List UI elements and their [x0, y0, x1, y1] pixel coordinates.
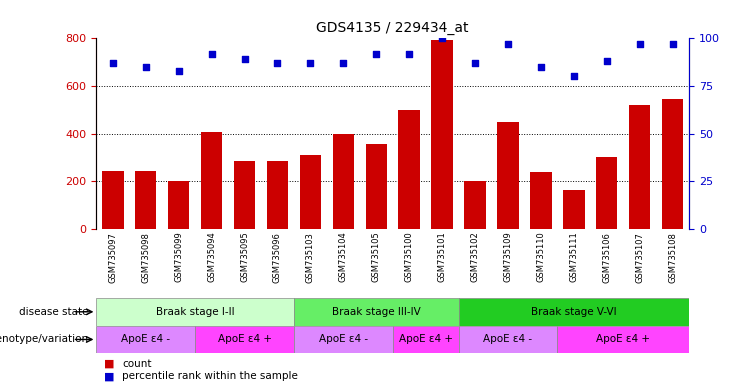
- Bar: [431, 40, 453, 229]
- Text: genotype/variation: genotype/variation: [0, 334, 89, 344]
- Bar: [267, 161, 288, 229]
- Bar: [497, 122, 519, 229]
- Text: ■: ■: [104, 371, 114, 381]
- Point: [239, 56, 250, 63]
- Text: ApoE ε4 -: ApoE ε4 -: [483, 334, 533, 344]
- Bar: [399, 110, 420, 229]
- Point: [535, 64, 547, 70]
- Point: [469, 60, 481, 66]
- Point: [107, 60, 119, 66]
- Bar: [102, 170, 124, 229]
- Point: [305, 60, 316, 66]
- Bar: [465, 181, 486, 229]
- Point: [337, 60, 349, 66]
- Bar: [294, 326, 393, 353]
- Text: ■: ■: [104, 359, 114, 369]
- Bar: [629, 105, 651, 229]
- Point: [601, 58, 613, 65]
- Text: Braak stage I-II: Braak stage I-II: [156, 307, 234, 317]
- Bar: [299, 155, 321, 229]
- Text: count: count: [122, 359, 152, 369]
- Bar: [135, 170, 156, 229]
- Point: [502, 41, 514, 47]
- Point: [667, 41, 679, 47]
- Point: [140, 64, 152, 70]
- Text: ApoE ε4 +: ApoE ε4 +: [597, 334, 651, 344]
- Point: [568, 73, 579, 79]
- Text: Braak stage V-VI: Braak stage V-VI: [531, 307, 617, 317]
- Text: ApoE ε4 -: ApoE ε4 -: [122, 334, 170, 344]
- Bar: [234, 161, 255, 229]
- Text: disease state: disease state: [19, 307, 89, 317]
- Bar: [531, 172, 551, 229]
- Text: ApoE ε4 -: ApoE ε4 -: [319, 334, 368, 344]
- Point: [436, 35, 448, 41]
- Bar: [662, 99, 683, 229]
- Bar: [459, 326, 557, 353]
- Text: Braak stage III-IV: Braak stage III-IV: [332, 307, 421, 317]
- Bar: [393, 326, 459, 353]
- Bar: [563, 190, 585, 229]
- Bar: [365, 144, 387, 229]
- Bar: [96, 326, 195, 353]
- Bar: [596, 157, 617, 229]
- Bar: [294, 298, 459, 326]
- Point: [370, 51, 382, 57]
- Bar: [96, 298, 294, 326]
- Bar: [459, 298, 689, 326]
- Text: percentile rank within the sample: percentile rank within the sample: [122, 371, 298, 381]
- Title: GDS4135 / 229434_at: GDS4135 / 229434_at: [316, 21, 469, 35]
- Point: [206, 51, 218, 57]
- Text: ApoE ε4 +: ApoE ε4 +: [218, 334, 271, 344]
- Bar: [195, 326, 294, 353]
- Point: [634, 41, 645, 47]
- Bar: [333, 134, 354, 229]
- Text: ApoE ε4 +: ApoE ε4 +: [399, 334, 453, 344]
- Bar: [557, 326, 689, 353]
- Bar: [168, 181, 190, 229]
- Point: [271, 60, 283, 66]
- Point: [403, 51, 415, 57]
- Point: [173, 68, 185, 74]
- Bar: [201, 132, 222, 229]
